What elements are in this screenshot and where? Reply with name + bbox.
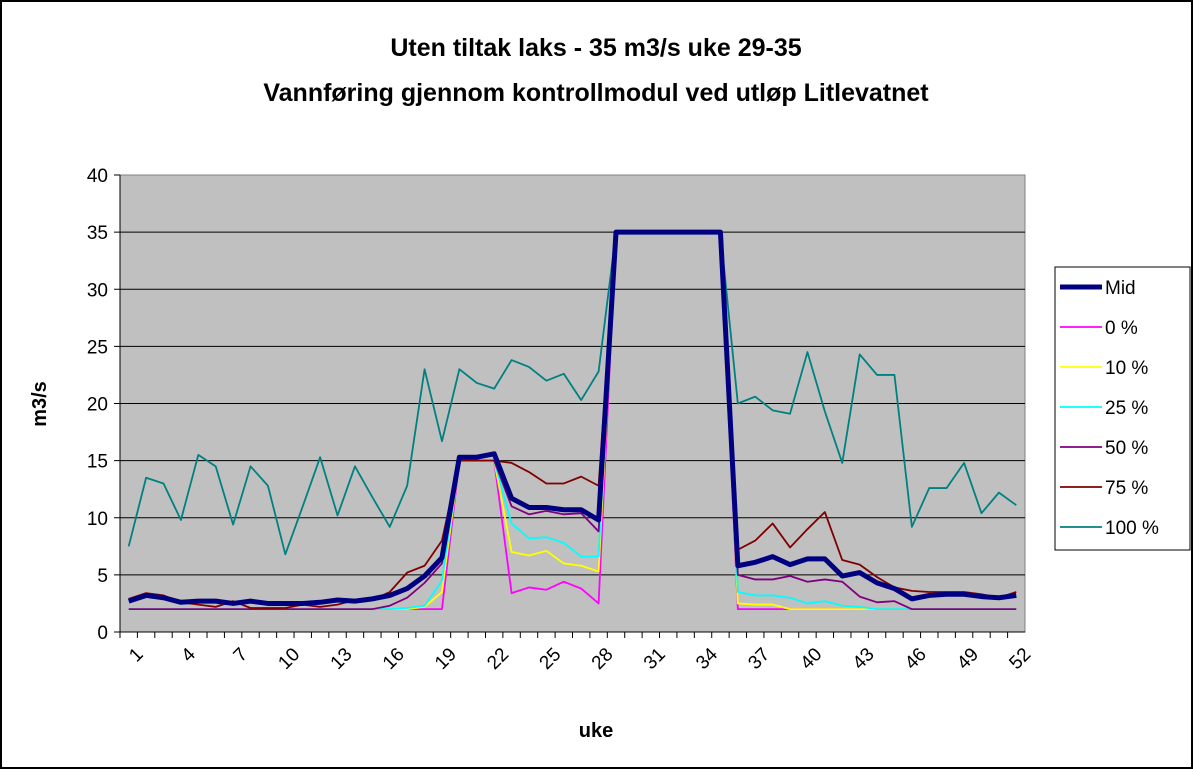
chart-title: Uten tiltak laks - 35 m3/s uke 29-35: [390, 34, 801, 62]
series-line: [127, 229, 1017, 606]
y-tick-label: 20: [87, 395, 108, 416]
y-axis-label: m3/s: [29, 381, 51, 427]
y-tick-label: 0: [97, 623, 108, 644]
series-line: [128, 231, 1017, 609]
legend: [1054, 266, 1191, 551]
legend-label: 25 %: [1105, 398, 1148, 419]
y-tick-label: 30: [87, 280, 108, 301]
legend-label: 75 %: [1105, 478, 1148, 499]
x-axis-label: uke: [579, 720, 613, 742]
series-line: [128, 231, 1017, 611]
legend-label: 0 %: [1105, 318, 1138, 339]
y-tick-label: 25: [87, 337, 108, 358]
legend-label: 100 %: [1105, 518, 1159, 539]
y-tick-label: 10: [87, 509, 108, 530]
chart-subtitle: Vannføring gjennom kontrollmodul ved utl…: [263, 79, 929, 107]
series-line: [127, 231, 1017, 556]
y-tick-label: 15: [87, 452, 108, 473]
legend-label: 50 %: [1105, 438, 1148, 459]
legend-label: 10 %: [1105, 358, 1148, 379]
y-tick-label: 35: [87, 223, 108, 244]
y-tick-label: 5: [97, 566, 108, 587]
y-tick-label: 40: [87, 166, 108, 187]
legend-label: Mid: [1105, 278, 1136, 299]
